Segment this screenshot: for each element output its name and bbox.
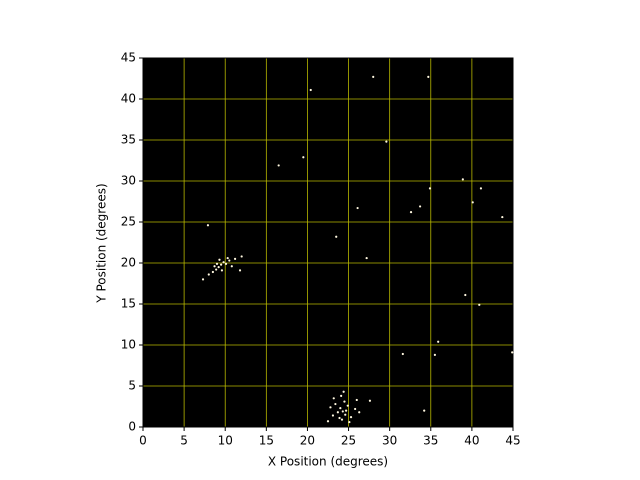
star-point [464, 293, 467, 297]
star-point [355, 398, 358, 402]
star-point [215, 262, 219, 265]
star-point [302, 156, 305, 159]
star-point [401, 352, 404, 356]
star-point [336, 411, 339, 414]
x-tick-label: 0 [139, 434, 147, 448]
star-point [338, 416, 341, 420]
star-point [217, 266, 220, 269]
x-tick-label: 5 [180, 434, 188, 448]
star-point [471, 201, 474, 204]
star-point [224, 262, 228, 265]
star-point [340, 418, 344, 421]
star-point [368, 399, 372, 402]
star-point [349, 416, 353, 419]
star-point [228, 259, 231, 262]
star-point [211, 270, 214, 274]
star-point [340, 394, 343, 397]
star-point [332, 397, 335, 400]
y-tick-label: 0 [128, 420, 136, 434]
star-point [206, 224, 210, 227]
y-tick-label: 40 [121, 92, 136, 106]
star-point [344, 409, 348, 412]
star-point [215, 268, 218, 271]
y-tick-label: 10 [121, 338, 136, 352]
y-tick-label: 20 [121, 256, 136, 270]
star-point [428, 187, 432, 190]
star-point [326, 420, 330, 423]
star-point [222, 261, 225, 264]
star-point [343, 400, 346, 403]
star-point [220, 263, 223, 266]
x-tick-label: 15 [259, 434, 274, 448]
y-tick-label: 45 [121, 51, 136, 65]
star-point [423, 409, 426, 412]
y-tick-label: 35 [121, 133, 136, 147]
x-tick-label: 25 [341, 434, 356, 448]
star-point [479, 187, 483, 190]
star-point [220, 269, 224, 272]
star-point [226, 256, 229, 260]
star-point [342, 390, 345, 393]
star-point [207, 273, 210, 276]
star-point [201, 278, 205, 281]
star-point [372, 75, 375, 78]
star-point [501, 215, 504, 219]
star-point [218, 258, 221, 261]
plot-area [143, 58, 513, 427]
star-point [427, 75, 430, 78]
star-point [335, 235, 338, 238]
plot-frame [142, 57, 514, 428]
star-point [213, 265, 216, 268]
y-tick-label: 15 [121, 297, 136, 311]
star-point [358, 411, 361, 414]
star-point [346, 404, 349, 407]
star-point [348, 420, 351, 424]
star-point [385, 140, 388, 143]
star-point [461, 178, 464, 181]
star-point [354, 407, 357, 411]
star-point [233, 257, 237, 260]
x-tick-label: 40 [464, 434, 479, 448]
x-tick-label: 35 [423, 434, 438, 448]
y-axis-label: Y Position (degrees) [95, 183, 109, 303]
star-point [329, 406, 332, 409]
star-point [433, 353, 436, 356]
star-point [511, 351, 514, 354]
star-point [238, 269, 242, 272]
star-point [356, 206, 359, 210]
star-point [277, 164, 280, 167]
y-tick-label: 25 [121, 215, 136, 229]
x-tick-label: 45 [505, 434, 520, 448]
star-point [334, 402, 337, 406]
x-tick-label: 20 [300, 434, 315, 448]
star-point [339, 407, 342, 410]
x-tick-label: 30 [382, 434, 397, 448]
x-tick-label: 10 [218, 434, 233, 448]
star-point [344, 413, 347, 416]
y-tick-label: 30 [121, 174, 136, 188]
star-point [418, 205, 422, 208]
x-axis-label: X Position (degrees) [268, 455, 388, 469]
star-point [341, 410, 344, 413]
star-point [240, 255, 243, 258]
star-point [309, 88, 312, 92]
star-point [365, 256, 368, 260]
y-tick-label: 5 [128, 379, 136, 393]
star-point [478, 303, 481, 306]
star-point [230, 265, 233, 268]
star-point [331, 414, 335, 417]
star-point [409, 211, 413, 214]
star-point [437, 340, 440, 343]
